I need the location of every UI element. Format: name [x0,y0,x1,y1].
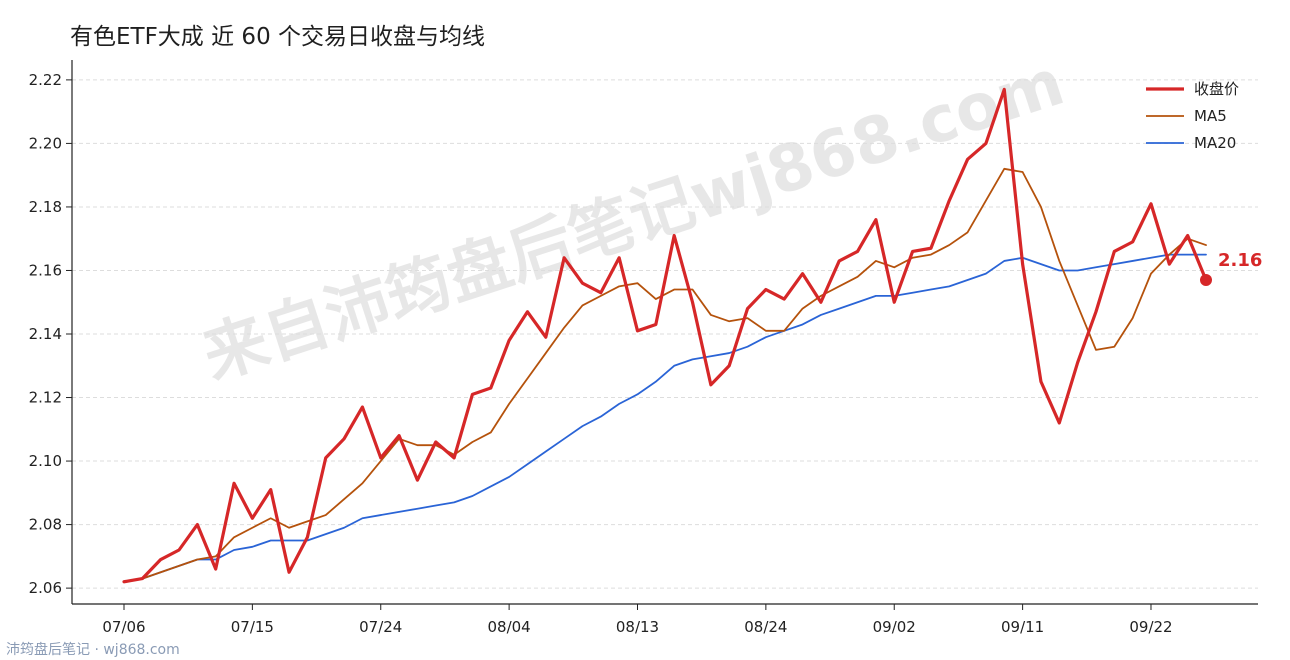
x-tick-label: 08/13 [616,618,659,636]
legend-label-ma20: MA20 [1194,134,1236,152]
y-tick-label: 2.20 [29,134,62,152]
series-lines [122,87,1208,584]
y-tick-label: 2.12 [29,389,62,407]
footer-credit: 沛筠盘后笔记 · wj868.com [6,641,180,658]
y-tick-label: 2.14 [29,325,62,343]
series-line-close [122,87,1208,584]
x-tick-label: 07/06 [102,618,145,636]
x-tick-label: 09/11 [1001,618,1044,636]
y-tick-label: 2.16 [29,261,62,279]
chart-title: 有色ETF大成 近 60 个交易日收盘与均线 [70,24,485,50]
y-tick-label: 2.18 [29,198,62,216]
legend-label-ma5: MA5 [1194,107,1227,125]
x-tick-label: 07/24 [359,618,402,636]
x-tick-label: 08/24 [744,618,787,636]
x-tick-label: 09/22 [1129,618,1172,636]
legend-label-close: 收盘价 [1194,80,1239,98]
x-tick-label: 08/04 [488,618,531,636]
y-tick-label: 2.08 [29,516,62,534]
last-close-marker [1200,274,1212,286]
grid-lines [72,79,1258,589]
series-line-ma5 [123,167,1207,583]
x-tick-label: 07/15 [231,618,274,636]
x-ticks: 07/06 07/15 07/24 08/04 08/13 08/24 09/02 09/11… [102,604,1173,636]
y-tick-label: 2.06 [29,579,62,597]
legend: 收盘价 MA5 MA20 [1146,80,1239,152]
axes [71,60,1258,605]
last-close-label: 2.16 [1218,250,1262,271]
y-tick-label: 2.10 [29,452,62,470]
y-tick-label: 2.22 [29,71,62,89]
x-tick-label: 09/02 [873,618,916,636]
y-ticks: 2.06 2.08 2.10 2.12 2.14 2.16 2.18 2.20 2.22 [29,71,72,597]
